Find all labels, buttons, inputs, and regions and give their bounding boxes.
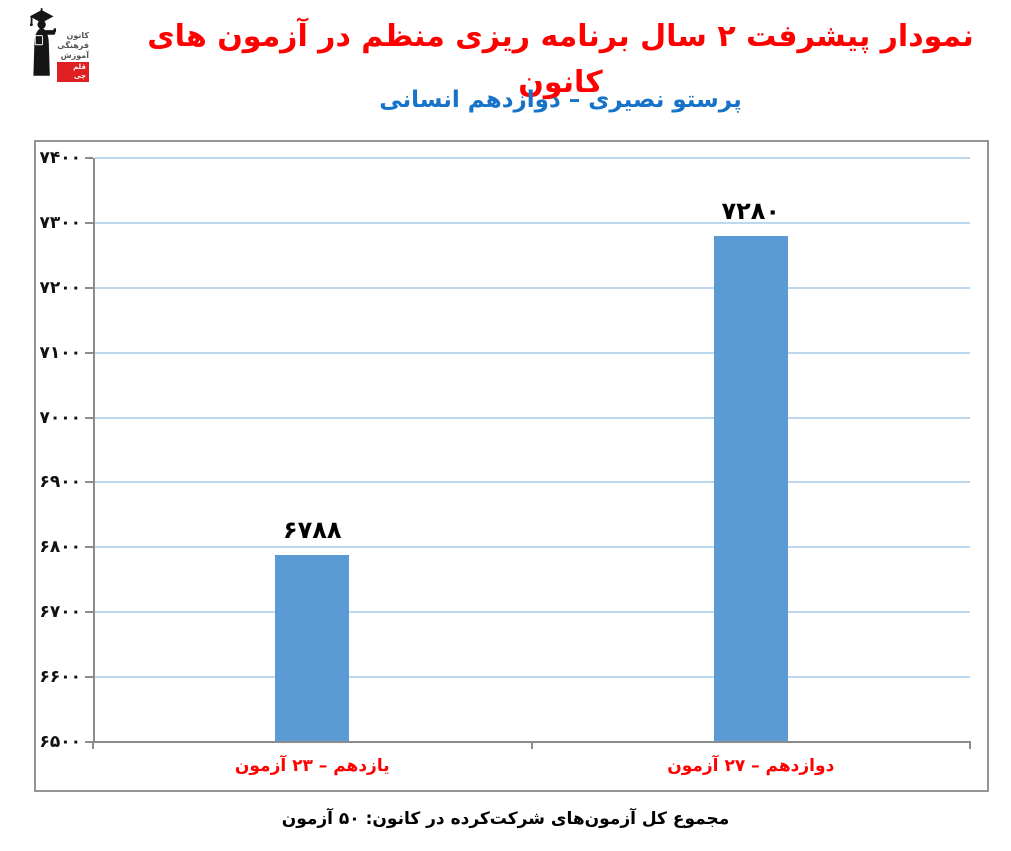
gridline (95, 611, 970, 614)
gridline (95, 546, 970, 549)
y-axis-tick (85, 221, 93, 224)
category-label: دوازدهم – ۲۷ آزمون (667, 756, 835, 776)
chart-footnote: مجموع کل آزمون‌های شرکت‌کرده در کانون: ۵… (281, 809, 730, 829)
y-tick-label: ۶۶۰۰ (39, 667, 81, 688)
y-axis-tick (85, 416, 93, 419)
bar-1 (713, 235, 788, 741)
y-axis-tick (85, 546, 93, 549)
y-tick-label: ۷۲۰۰ (39, 277, 81, 298)
gridline (95, 221, 970, 224)
gridline (95, 157, 970, 159)
y-axis-line (93, 158, 95, 742)
graduate-figure-icon (29, 8, 57, 76)
y-tick-label: ۷۰۰۰ (39, 407, 81, 428)
y-axis-tick (85, 286, 93, 289)
chart-frame: ۶۵۰۰ ۶۶۰۰ ۶۷۰۰ ۶۸۰۰ ۶۹۰۰ ۷۰۰۰ ۷۱۰۰ ۷۲۰۰ ۷۳۰۰ ۷۴۰۰… (34, 140, 989, 792)
gridline (95, 416, 970, 419)
logo-ghalamchi-badge: قلم چی (57, 62, 89, 82)
y-axis-tick (85, 611, 93, 614)
category-label: یازدهم – ۲۳ آزمون (234, 756, 390, 776)
logo-wordmark: کانون فرهنگی آموزش قلم چی (57, 8, 89, 82)
bar-0 (275, 555, 350, 741)
kanoon-logo: کانون فرهنگی آموزش قلم چی (27, 2, 89, 82)
gridline (95, 351, 970, 354)
bar-value-label: ۷۲۸۰ (721, 196, 781, 225)
x-axis-tick (92, 741, 94, 749)
y-tick-label: ۶۸۰۰ (39, 537, 81, 558)
bar-value-label: ۶۷۸۸ (282, 516, 342, 545)
plot-area: ۶۵۰۰ ۶۶۰۰ ۶۷۰۰ ۶۸۰۰ ۶۹۰۰ ۷۰۰۰ ۷۱۰۰ ۷۲۰۰ ۷۳۰۰ ۷۴۰۰… (39, 148, 971, 776)
chart-subtitle: پرستو نصیری – دوازدهم انسانی (379, 87, 742, 113)
y-axis-tick (85, 676, 93, 679)
x-axis-tick (969, 741, 971, 749)
gridline (95, 676, 970, 679)
y-tick-label: ۶۵۰۰ (39, 732, 81, 752)
y-axis-tick (85, 157, 93, 159)
y-tick-label: ۷۱۰۰ (39, 342, 81, 363)
gridline (95, 286, 970, 289)
logo-org-line-1: کانون (66, 31, 89, 40)
chart-title: نمودار پیشرفت ۲ سال برنامه ریزی منظم در … (147, 19, 974, 100)
y-tick-label: ۷۴۰۰ (39, 148, 81, 168)
logo-org-line-2: فرهنگی (57, 41, 89, 50)
y-axis-tick (85, 741, 93, 743)
logo-org-line-3: آموزش (60, 51, 89, 60)
y-tick-label: ۶۷۰۰ (39, 602, 81, 623)
y-tick-label: ۶۹۰۰ (39, 472, 81, 493)
y-axis-tick (85, 351, 93, 354)
gridline (95, 481, 970, 484)
y-tick-label: ۷۳۰۰ (39, 212, 81, 233)
x-axis-tick (530, 741, 533, 749)
y-axis-tick (85, 481, 93, 484)
